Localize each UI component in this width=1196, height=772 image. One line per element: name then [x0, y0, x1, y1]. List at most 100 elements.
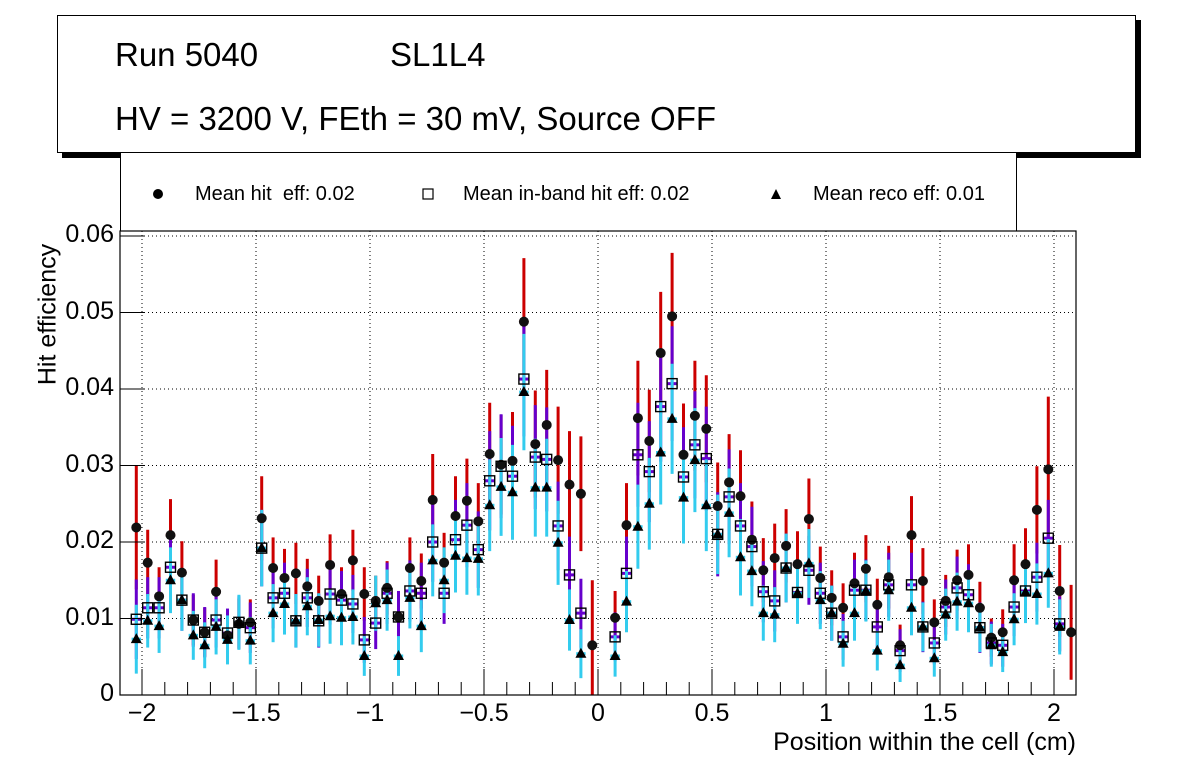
data-point-hit: [575, 488, 586, 499]
data-point-reco: [883, 584, 895, 595]
y-tick-label: 0.05: [65, 296, 114, 325]
markers: [130, 311, 1077, 670]
data-point-reco: [256, 542, 268, 553]
data-point-hit: [860, 563, 871, 574]
data-point-reco: [336, 611, 347, 622]
data-point-reco: [267, 607, 279, 618]
data-point-inband: [620, 567, 633, 580]
data-point-reco: [461, 552, 473, 563]
data-point-inband: [529, 451, 541, 463]
data-point-inband: [1031, 571, 1043, 583]
data-point-hit: [1066, 627, 1077, 638]
x-tick-label: 0: [591, 699, 605, 727]
x-tick-label: −0.5: [459, 699, 509, 727]
data-point-inband: [757, 586, 769, 598]
data-point-reco: [1020, 586, 1031, 597]
data-point-reco: [894, 659, 906, 670]
data-point-inband: [415, 587, 427, 599]
data-point-inband: [700, 452, 712, 465]
data-point-hit: [279, 572, 290, 583]
data-point-hit: [336, 589, 347, 600]
data-point-hit: [199, 627, 210, 638]
data-point-hit: [382, 582, 393, 593]
data-point-hit: [906, 530, 917, 541]
data-point-inband: [734, 520, 747, 532]
legend-entry-inband: Mean in-band hit eff: 0.02: [463, 183, 690, 205]
data-point-inband: [1053, 618, 1066, 630]
data-point-reco: [621, 595, 632, 606]
data-point-inband: [723, 491, 735, 503]
legend-marker-triangle-icon: [771, 189, 781, 199]
data-point-reco: [632, 520, 644, 531]
data-point-reco: [963, 597, 974, 608]
data-point-hit: [792, 559, 803, 570]
data-point-reco: [176, 594, 188, 605]
data-point-inband: [472, 543, 484, 556]
data-point-hit: [176, 567, 187, 578]
data-point-reco: [735, 551, 746, 562]
run-label: Run 5040: [115, 36, 259, 73]
grid: [120, 231, 1076, 695]
y-tick-label: 0.02: [65, 526, 114, 554]
data-point-hit: [302, 581, 313, 592]
data-point-reco: [757, 607, 769, 618]
data-point-inband: [381, 587, 393, 599]
data-point-reco: [746, 565, 758, 576]
data-point-inband: [461, 519, 473, 531]
data-point-inband: [313, 615, 325, 627]
data-point-inband: [746, 540, 758, 553]
data-point-inband: [210, 614, 222, 626]
data-point-inband: [997, 639, 1009, 651]
data-point-reco: [153, 620, 165, 631]
data-point-reco: [450, 549, 461, 560]
data-point-hit: [404, 563, 415, 574]
x-tick-label: −1: [355, 699, 385, 727]
data-point-reco: [427, 554, 439, 565]
data-point-hit: [1031, 504, 1042, 515]
data-point-reco: [643, 497, 655, 508]
data-point-hit: [655, 348, 666, 359]
y-tick-label: 0: [100, 679, 114, 707]
data-point-hit: [929, 617, 940, 628]
data-point-hit: [142, 557, 153, 568]
data-point-inband: [871, 621, 883, 633]
data-point-inband: [655, 400, 667, 413]
data-point-inband: [438, 587, 450, 599]
data-point-inband: [848, 584, 861, 596]
y-tick-label: 0.03: [65, 449, 114, 478]
data-point-hit: [530, 439, 541, 450]
data-point-hit: [781, 540, 792, 551]
data-point-inband: [837, 631, 849, 643]
data-point-hit: [712, 501, 723, 512]
data-point-hit: [803, 514, 814, 525]
data-point-inband: [130, 613, 143, 625]
data-point-inband: [495, 460, 507, 472]
data-point-inband: [552, 520, 564, 532]
data-point-reco: [723, 506, 735, 517]
data-point-inband: [917, 621, 929, 633]
data-point-inband: [1019, 585, 1032, 597]
data-point-inband: [985, 637, 997, 649]
legend-marker-circle-icon: [153, 189, 163, 199]
data-point-inband: [187, 614, 200, 626]
data-point-hit: [826, 592, 837, 603]
data-point-reco: [165, 574, 176, 585]
data-point-hit: [427, 494, 438, 505]
conditions-label: HV = 3200 V, FEth = 30 mV, Source OFF: [115, 100, 717, 137]
data-point-reco: [1042, 567, 1054, 578]
data-point-inband: [666, 377, 678, 390]
data-point-hit: [154, 591, 165, 602]
data-point-hit: [1054, 585, 1065, 596]
data-point-reco: [529, 481, 541, 492]
data-point-hit: [1009, 575, 1020, 586]
data-point-hit: [518, 316, 529, 327]
data-point-reco: [404, 591, 416, 602]
x-tick-label: −2: [127, 699, 157, 727]
data-point-reco: [564, 614, 575, 625]
error-bars: [131, 252, 1076, 695]
data-point-reco: [928, 652, 940, 663]
data-point-hit: [963, 569, 974, 580]
data-point-inband: [826, 607, 838, 619]
data-point-hit: [1020, 559, 1031, 570]
data-point-inband: [689, 439, 701, 451]
